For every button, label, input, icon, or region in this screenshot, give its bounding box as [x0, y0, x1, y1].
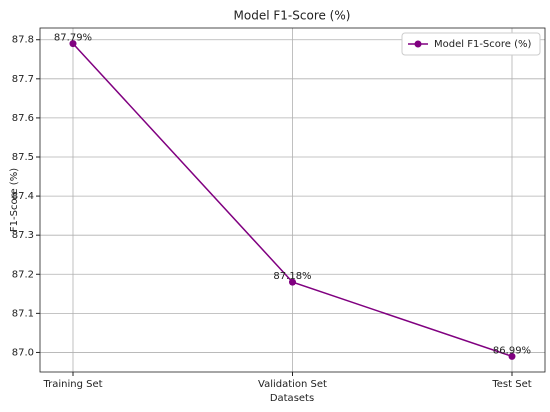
y-axis-label: F1-Score (%) [9, 168, 20, 232]
x-axis-label: Datasets [270, 393, 314, 404]
value-label: 86.99% [493, 345, 531, 356]
x-tick-label: Validation Set [258, 379, 327, 390]
legend-marker [414, 40, 422, 48]
legend-label: Model F1-Score (%) [434, 39, 532, 50]
y-tick-label: 87.3 [12, 230, 34, 241]
marker [289, 278, 296, 286]
y-tick-label: 87.8 [12, 35, 34, 46]
y-tick-label: 87.4 [12, 191, 34, 202]
y-tick-label: 87.7 [12, 74, 34, 85]
y-tick-label: 87.1 [12, 308, 34, 319]
chart-title: Model F1-Score (%) [234, 9, 351, 23]
legend-box [401, 32, 541, 56]
value-label: 87.79% [54, 33, 92, 44]
y-tick-label: 87.6 [12, 113, 34, 124]
marker [69, 40, 77, 48]
x-tick-label: Test Set [491, 379, 531, 390]
plot-frame [39, 27, 546, 373]
marker [508, 352, 516, 360]
x-tick-label: Training Set [42, 379, 102, 390]
y-tick-label: 87.0 [12, 347, 34, 358]
y-tick-label: 87.2 [12, 269, 34, 280]
y-tick-label: 87.5 [12, 152, 34, 163]
value-label: 87.18% [273, 271, 311, 282]
